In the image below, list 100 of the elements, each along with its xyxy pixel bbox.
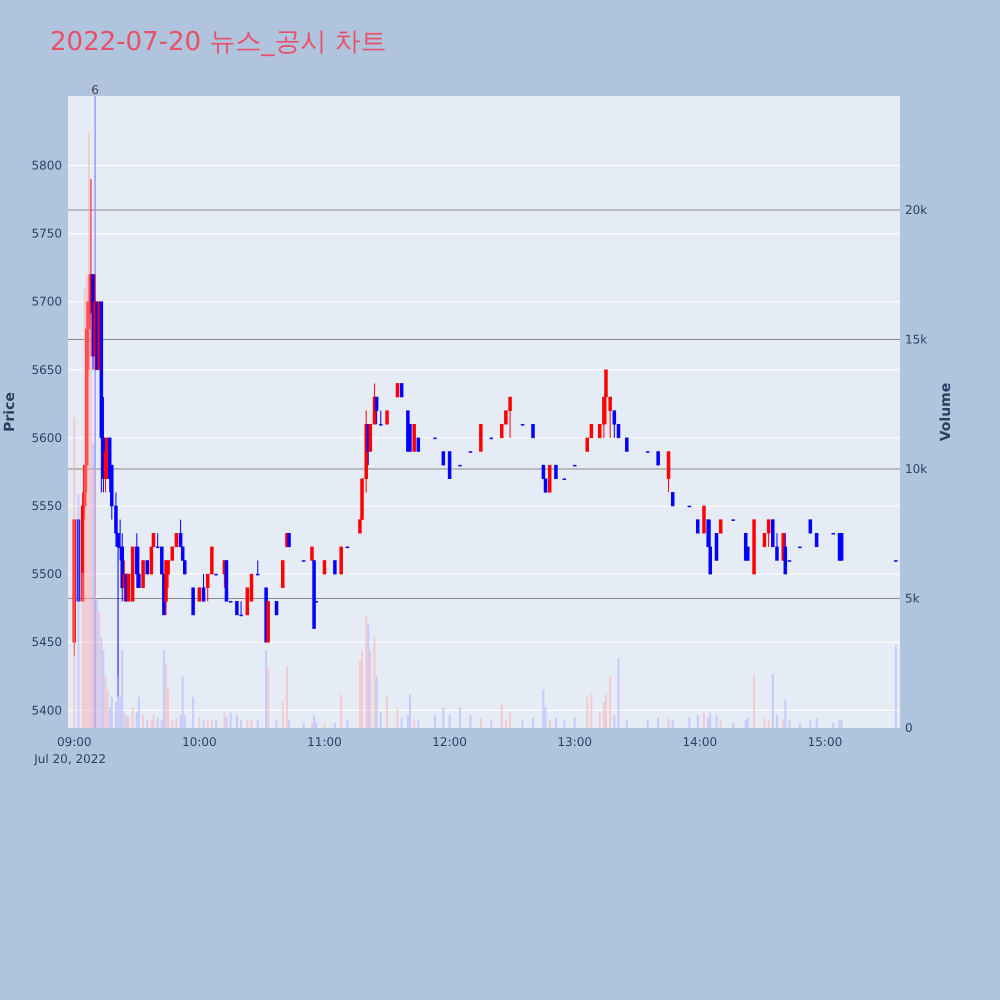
candlestick — [274, 600, 278, 616]
bar — [250, 720, 252, 728]
bar — [702, 712, 705, 728]
bar — [574, 718, 576, 728]
bar — [490, 720, 492, 728]
bar — [442, 707, 444, 728]
bar — [282, 702, 284, 728]
bar — [92, 443, 94, 728]
y2-tick-label: 5k — [905, 591, 920, 606]
bar — [106, 689, 109, 728]
bar — [73, 417, 76, 728]
bar — [323, 722, 326, 728]
bar — [696, 715, 699, 728]
y-tick-label: 5450 — [31, 635, 62, 650]
bar — [784, 700, 786, 728]
bar — [246, 720, 248, 728]
bar — [417, 720, 420, 728]
text: Jul 20, 2022 — [33, 752, 106, 766]
bar — [88, 132, 90, 728]
candlestick — [808, 519, 812, 534]
bar — [816, 718, 818, 728]
bar — [386, 696, 388, 728]
bar — [192, 696, 194, 728]
x-tick-label: 09:00 — [56, 735, 92, 749]
bar — [94, 468, 96, 728]
candlestick — [374, 396, 378, 425]
bar — [236, 715, 238, 728]
bar — [90, 314, 92, 728]
candlestick — [656, 451, 660, 466]
y2-tick-label: 15k — [905, 332, 928, 346]
bar — [753, 674, 756, 728]
candlestick — [508, 396, 512, 438]
bar — [202, 720, 205, 728]
bar — [182, 676, 184, 728]
candlestick — [625, 437, 629, 452]
bar — [334, 722, 336, 728]
bar — [554, 718, 557, 728]
bar — [509, 712, 512, 728]
candlestick — [400, 382, 404, 398]
bar — [626, 720, 628, 728]
bar — [138, 696, 140, 728]
candlestick — [696, 519, 700, 534]
bar — [358, 660, 361, 728]
y-axis-title: Price — [2, 392, 18, 432]
bar — [798, 722, 801, 728]
bar — [522, 720, 524, 728]
bar — [376, 676, 378, 728]
y-tick-label: 5650 — [31, 362, 62, 377]
y-tick-label: 5600 — [31, 430, 62, 445]
bar — [894, 645, 897, 728]
bar — [374, 637, 376, 728]
bar — [267, 668, 270, 728]
bar — [459, 707, 462, 728]
candlestick — [670, 492, 674, 506]
x-tick-label: 10:00 — [182, 735, 217, 749]
candlestick — [718, 519, 722, 534]
bar — [86, 274, 88, 728]
bar — [609, 676, 612, 728]
y2-tick-label: 20k — [905, 202, 928, 217]
x-tick-label: 14:00 — [682, 735, 718, 749]
bar — [240, 720, 242, 728]
bar — [400, 718, 403, 728]
candlestick — [814, 532, 818, 548]
bar — [657, 718, 660, 728]
bar — [413, 720, 416, 728]
x-tick-label: 13:00 — [557, 735, 592, 749]
bar — [367, 624, 370, 728]
candlestick — [442, 451, 446, 466]
candlestick — [396, 382, 400, 398]
bar — [132, 707, 134, 728]
bar — [406, 715, 409, 728]
bar — [265, 650, 268, 728]
bar — [313, 715, 316, 728]
bar — [688, 718, 690, 728]
ref-line-label: 6 — [91, 83, 99, 97]
bar — [98, 611, 100, 728]
bar — [288, 720, 290, 728]
candlestick — [104, 437, 108, 493]
candlestick — [766, 519, 770, 548]
candlestick — [256, 560, 260, 576]
y2-axis-title: Volume — [938, 382, 954, 442]
bar — [548, 720, 551, 728]
bar — [613, 715, 616, 728]
y-tick-label: 5800 — [31, 158, 62, 172]
candlestick — [554, 464, 558, 480]
candlestick — [333, 560, 337, 575]
bar — [646, 720, 649, 728]
bar — [832, 722, 834, 728]
bar — [809, 720, 812, 728]
bar — [532, 718, 534, 728]
bar — [276, 720, 278, 728]
candlestick — [416, 437, 420, 452]
bar — [142, 715, 144, 728]
bar — [480, 718, 482, 728]
candlestick — [198, 587, 202, 602]
candlestick — [310, 546, 314, 561]
y-tick-label: 5400 — [31, 703, 62, 718]
bar — [500, 704, 503, 728]
bar — [434, 715, 436, 728]
y-tick-label: 5700 — [31, 294, 62, 309]
